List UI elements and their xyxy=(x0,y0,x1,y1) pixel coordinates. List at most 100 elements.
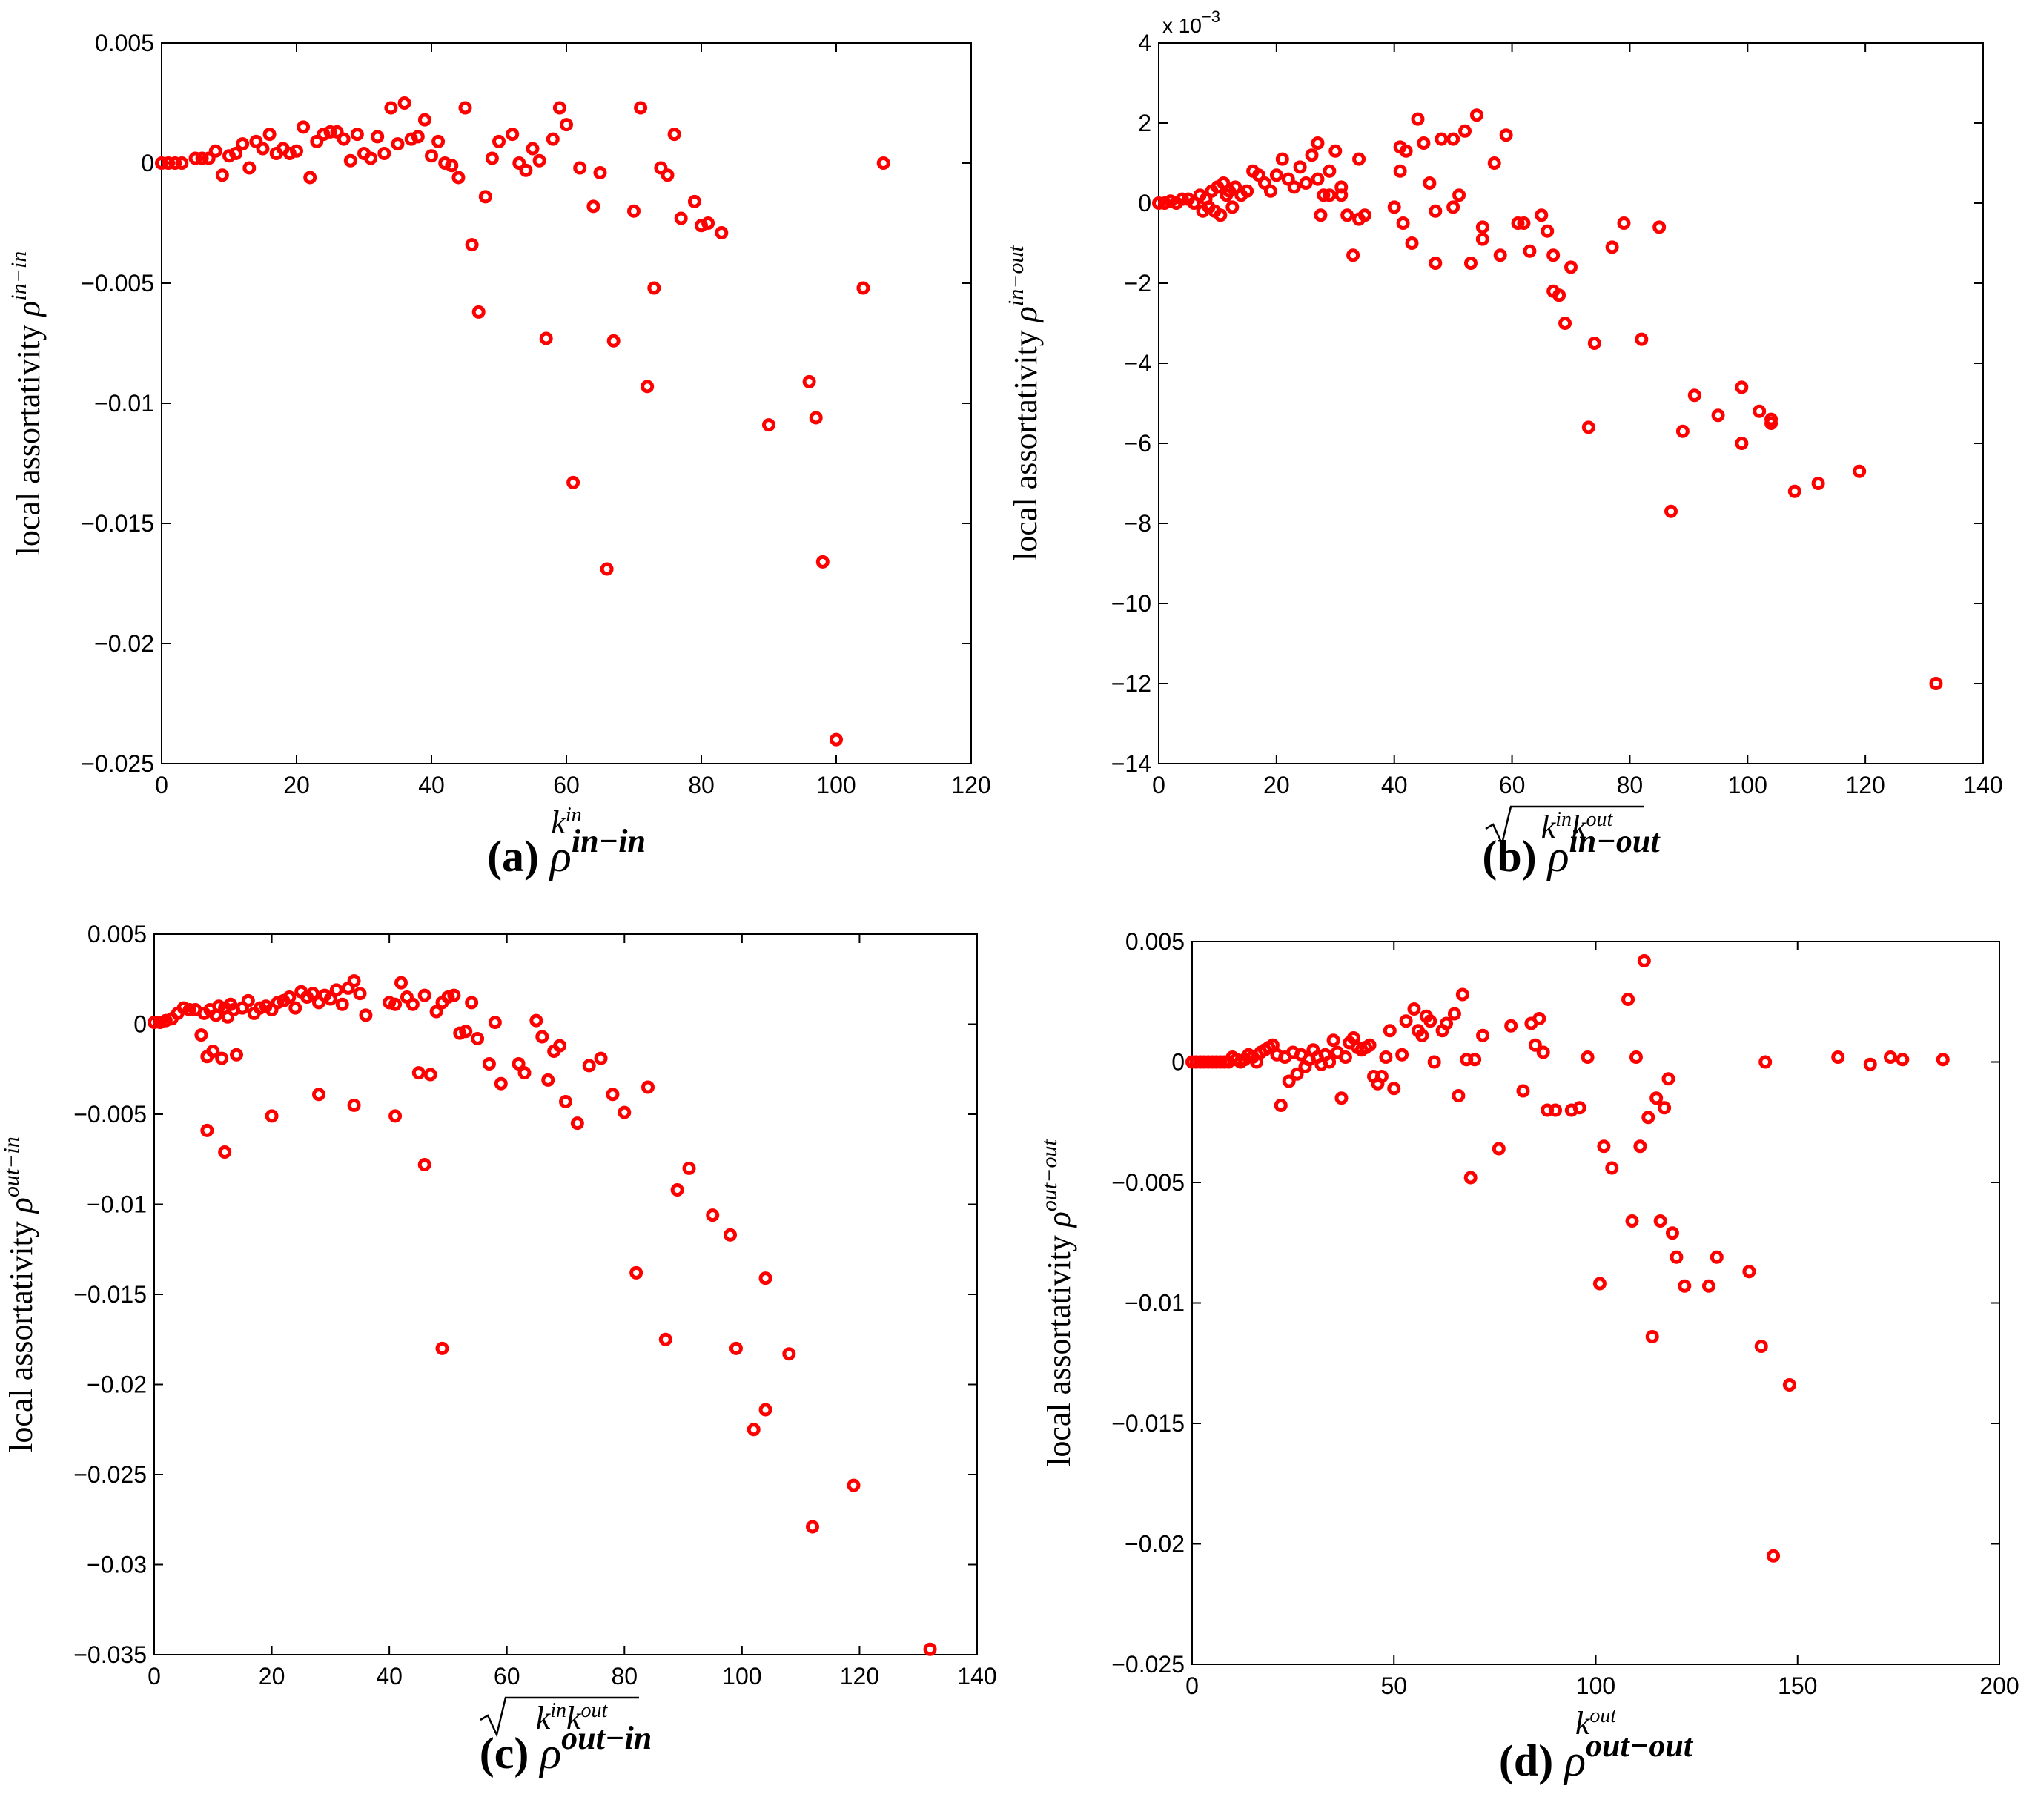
data-point xyxy=(188,151,202,165)
scatter-series xyxy=(155,96,890,747)
data-point xyxy=(1396,216,1410,230)
data-point xyxy=(364,151,378,165)
x-tick-label: 80 xyxy=(1617,772,1644,798)
data-point xyxy=(1492,1142,1506,1156)
data-point xyxy=(1811,477,1825,490)
data-point xyxy=(539,331,553,345)
data-point xyxy=(1581,420,1595,434)
data-point xyxy=(1468,1053,1482,1067)
y-tick-label: −8 xyxy=(1125,510,1151,537)
data-point xyxy=(529,1013,543,1028)
data-point xyxy=(148,1016,161,1030)
data-point xyxy=(465,996,479,1010)
data-point xyxy=(1458,124,1472,138)
data-point xyxy=(552,101,566,115)
y-axis-label: local assortativity ρout−out xyxy=(1037,1139,1077,1466)
data-point xyxy=(667,128,681,142)
y-tick-label: −0.02 xyxy=(1125,1531,1185,1558)
y-tick-label: −0.01 xyxy=(87,1191,147,1218)
data-point xyxy=(1499,128,1513,142)
x-axis-label: kin xyxy=(551,804,581,841)
data-point xyxy=(431,134,446,148)
data-point xyxy=(330,125,344,139)
data-point xyxy=(312,1088,325,1102)
data-point xyxy=(388,997,403,1011)
data-point xyxy=(1469,108,1483,122)
data-point xyxy=(465,238,479,252)
data-point xyxy=(1269,168,1283,182)
data-point xyxy=(394,976,408,990)
data-point xyxy=(830,732,843,747)
x-tick-label: 140 xyxy=(1963,772,2002,798)
y-tick-label: −0.03 xyxy=(87,1552,147,1578)
data-point xyxy=(715,225,729,239)
data-point xyxy=(618,1105,632,1119)
data-point xyxy=(482,1056,496,1071)
data-point xyxy=(471,1031,485,1045)
data-point xyxy=(429,1005,443,1019)
data-point xyxy=(1653,1214,1667,1228)
data-point xyxy=(1670,1250,1684,1264)
y-tick-label: −0.01 xyxy=(1125,1290,1185,1317)
data-point xyxy=(182,1003,196,1017)
y-axis-label: local assortativity ρin−in xyxy=(7,251,47,556)
data-point xyxy=(1463,257,1478,270)
x-tick-label: 0 xyxy=(155,772,168,798)
data-point xyxy=(1447,1007,1461,1021)
data-point xyxy=(1661,1072,1675,1086)
data-point xyxy=(1621,993,1635,1006)
data-point xyxy=(1504,1019,1518,1033)
data-point xyxy=(1597,1139,1611,1154)
data-point xyxy=(1175,192,1189,206)
data-point xyxy=(282,147,297,161)
data-point xyxy=(353,987,367,1001)
data-point xyxy=(1528,1038,1542,1052)
data-point xyxy=(1323,1055,1337,1069)
y-tick-label: −4 xyxy=(1125,350,1151,377)
x-tick-label: 150 xyxy=(1778,1672,1817,1699)
y-tick-label: −0.025 xyxy=(73,1461,147,1488)
data-point xyxy=(629,1265,643,1280)
y-axis-label: local assortativity ρin−out xyxy=(1004,245,1044,561)
data-point xyxy=(566,475,580,489)
data-point xyxy=(1387,1082,1401,1096)
x-tick-label: 40 xyxy=(1381,772,1408,798)
data-point xyxy=(303,171,317,185)
y-tick-label: −2 xyxy=(1125,270,1151,297)
y-tick-label: −12 xyxy=(1111,670,1151,697)
panel-a: 0 20 40 60 80 100 120 0.005 0 −0.005 −0.01 −0.015 −0… xyxy=(7,30,991,881)
data-point xyxy=(802,374,816,388)
data-point xyxy=(1764,417,1778,430)
x-tick-label: 200 xyxy=(1979,1672,2019,1699)
data-point xyxy=(687,194,701,208)
data-point xyxy=(573,161,587,175)
data-point xyxy=(371,130,385,144)
data-point xyxy=(1346,248,1360,262)
data-point xyxy=(526,142,540,156)
data-point xyxy=(762,418,775,432)
data-point xyxy=(654,161,668,175)
data-point xyxy=(1767,1549,1781,1563)
data-point xyxy=(1701,1279,1715,1293)
data-point xyxy=(506,128,520,142)
data-point xyxy=(230,1048,243,1062)
data-point xyxy=(1334,180,1349,194)
data-point xyxy=(215,1051,229,1065)
panel-caption: (a) ρin−in xyxy=(487,823,646,881)
data-point xyxy=(1252,168,1266,182)
data-point xyxy=(208,144,222,158)
x-tick-label: 100 xyxy=(816,772,856,798)
data-point xyxy=(1334,1091,1349,1105)
data-point xyxy=(1287,180,1301,194)
y-tick-label: −0.005 xyxy=(73,1101,147,1128)
data-point xyxy=(815,555,830,569)
data-point xyxy=(1228,180,1242,194)
panel-caption: (b) ρin−out xyxy=(1482,823,1661,881)
data-point xyxy=(1446,200,1460,214)
x-tick-label: 40 xyxy=(376,1663,403,1690)
data-point xyxy=(546,132,560,146)
y-tick-label: −10 xyxy=(1111,590,1151,617)
y-tick-label: 0 xyxy=(1171,1049,1185,1076)
y-tick-label: −0.015 xyxy=(73,1281,147,1308)
data-point xyxy=(1352,152,1366,166)
